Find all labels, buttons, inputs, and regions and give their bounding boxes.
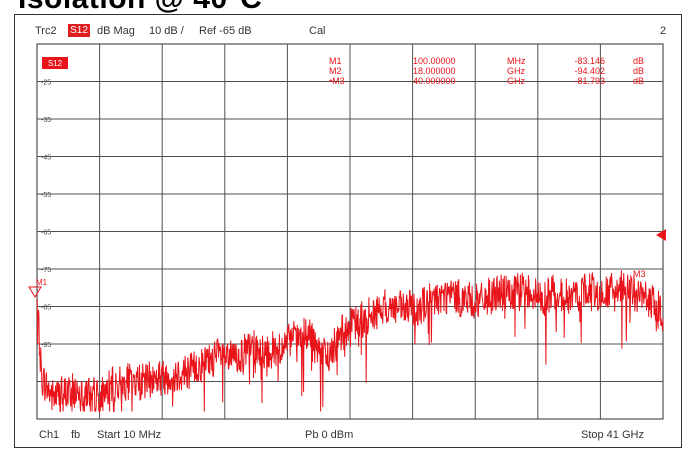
marker-freq-unit: GHz: [507, 76, 526, 86]
svg-text:M1: M1: [36, 278, 48, 287]
scale-label[interactable]: 10 dB /: [149, 25, 184, 37]
reference-level-arrow[interactable]: [656, 229, 666, 241]
marker-value: -81.793: [574, 76, 605, 86]
marker-freq: 18.000000: [413, 66, 456, 76]
s12-trace-line: [36, 270, 664, 413]
ref-level-label[interactable]: Ref -65 dB: [199, 25, 252, 37]
marker-freq: 100.00000: [413, 56, 456, 66]
trace-header: Trc2 S12 dB Mag 10 dB / Ref -65 dB Cal 2: [15, 15, 681, 41]
marker-unit: dB: [633, 56, 644, 66]
y-tick-labels: -25 -35 -45 -55 -65 -75 -85 -95: [41, 80, 51, 350]
trace-plot[interactable]: -25 -35 -45 -55 -65 -75 -85 -95 S12 M1 100.00000…: [15, 15, 681, 447]
marker-m3[interactable]: M3: [633, 269, 646, 279]
marker-unit: dB: [633, 66, 644, 76]
marker-freq-unit: MHz: [507, 56, 526, 66]
y-tick-label: -95: [41, 342, 51, 349]
cal-label: Cal: [309, 25, 326, 37]
start-frequency[interactable]: Start 10 MHz: [97, 429, 162, 441]
y-tick-label: -85: [41, 305, 51, 312]
marker-value: -94.402: [574, 66, 605, 76]
trace-label-text: S12: [48, 59, 63, 68]
format-label[interactable]: dB Mag: [97, 25, 135, 37]
plot-grid: [36, 43, 664, 420]
window-number: 2: [660, 25, 667, 37]
channel-label[interactable]: Ch1: [39, 429, 60, 441]
sweep-mode-label: fb: [71, 429, 81, 441]
marker-name: M2: [329, 66, 342, 76]
y-tick-label: -55: [41, 192, 51, 199]
trace-label-badge[interactable]: [42, 57, 68, 69]
page-title: Isolation @ 40°C: [18, 0, 262, 16]
trace-parameter-badge[interactable]: S12: [68, 24, 90, 37]
y-tick-label: -25: [41, 80, 51, 87]
trace-name[interactable]: Trc2: [35, 25, 57, 37]
marker-freq-unit: GHz: [507, 66, 526, 76]
analyzer-screen: Trc2 S12 dB Mag 10 dB / Ref -65 dB Cal 2…: [14, 14, 682, 448]
y-tick-label: -65: [41, 230, 51, 237]
y-tick-label: -35: [41, 117, 51, 124]
marker-freq: 40.000000: [413, 76, 456, 86]
y-tick-label: -75: [41, 267, 51, 274]
channel-footer: Ch1 fb Start 10 MHz Pb 0 dBm Stop 41 GHz: [15, 423, 681, 447]
marker-unit: dB: [633, 76, 644, 86]
marker-name: •M3: [329, 76, 345, 86]
marker-readout-table: M1 100.00000 MHz -83.146 dB M2 18.000000 GHz -94…: [329, 56, 644, 86]
marker-value: -83.146: [574, 56, 605, 66]
power-level[interactable]: Pb 0 dBm: [305, 429, 354, 441]
y-tick-label: -45: [41, 155, 51, 162]
marker-name: M1: [329, 56, 342, 66]
svg-text:M3: M3: [633, 269, 646, 279]
stop-frequency[interactable]: Stop 41 GHz: [581, 429, 644, 441]
marker-m1[interactable]: M1: [28, 278, 48, 298]
